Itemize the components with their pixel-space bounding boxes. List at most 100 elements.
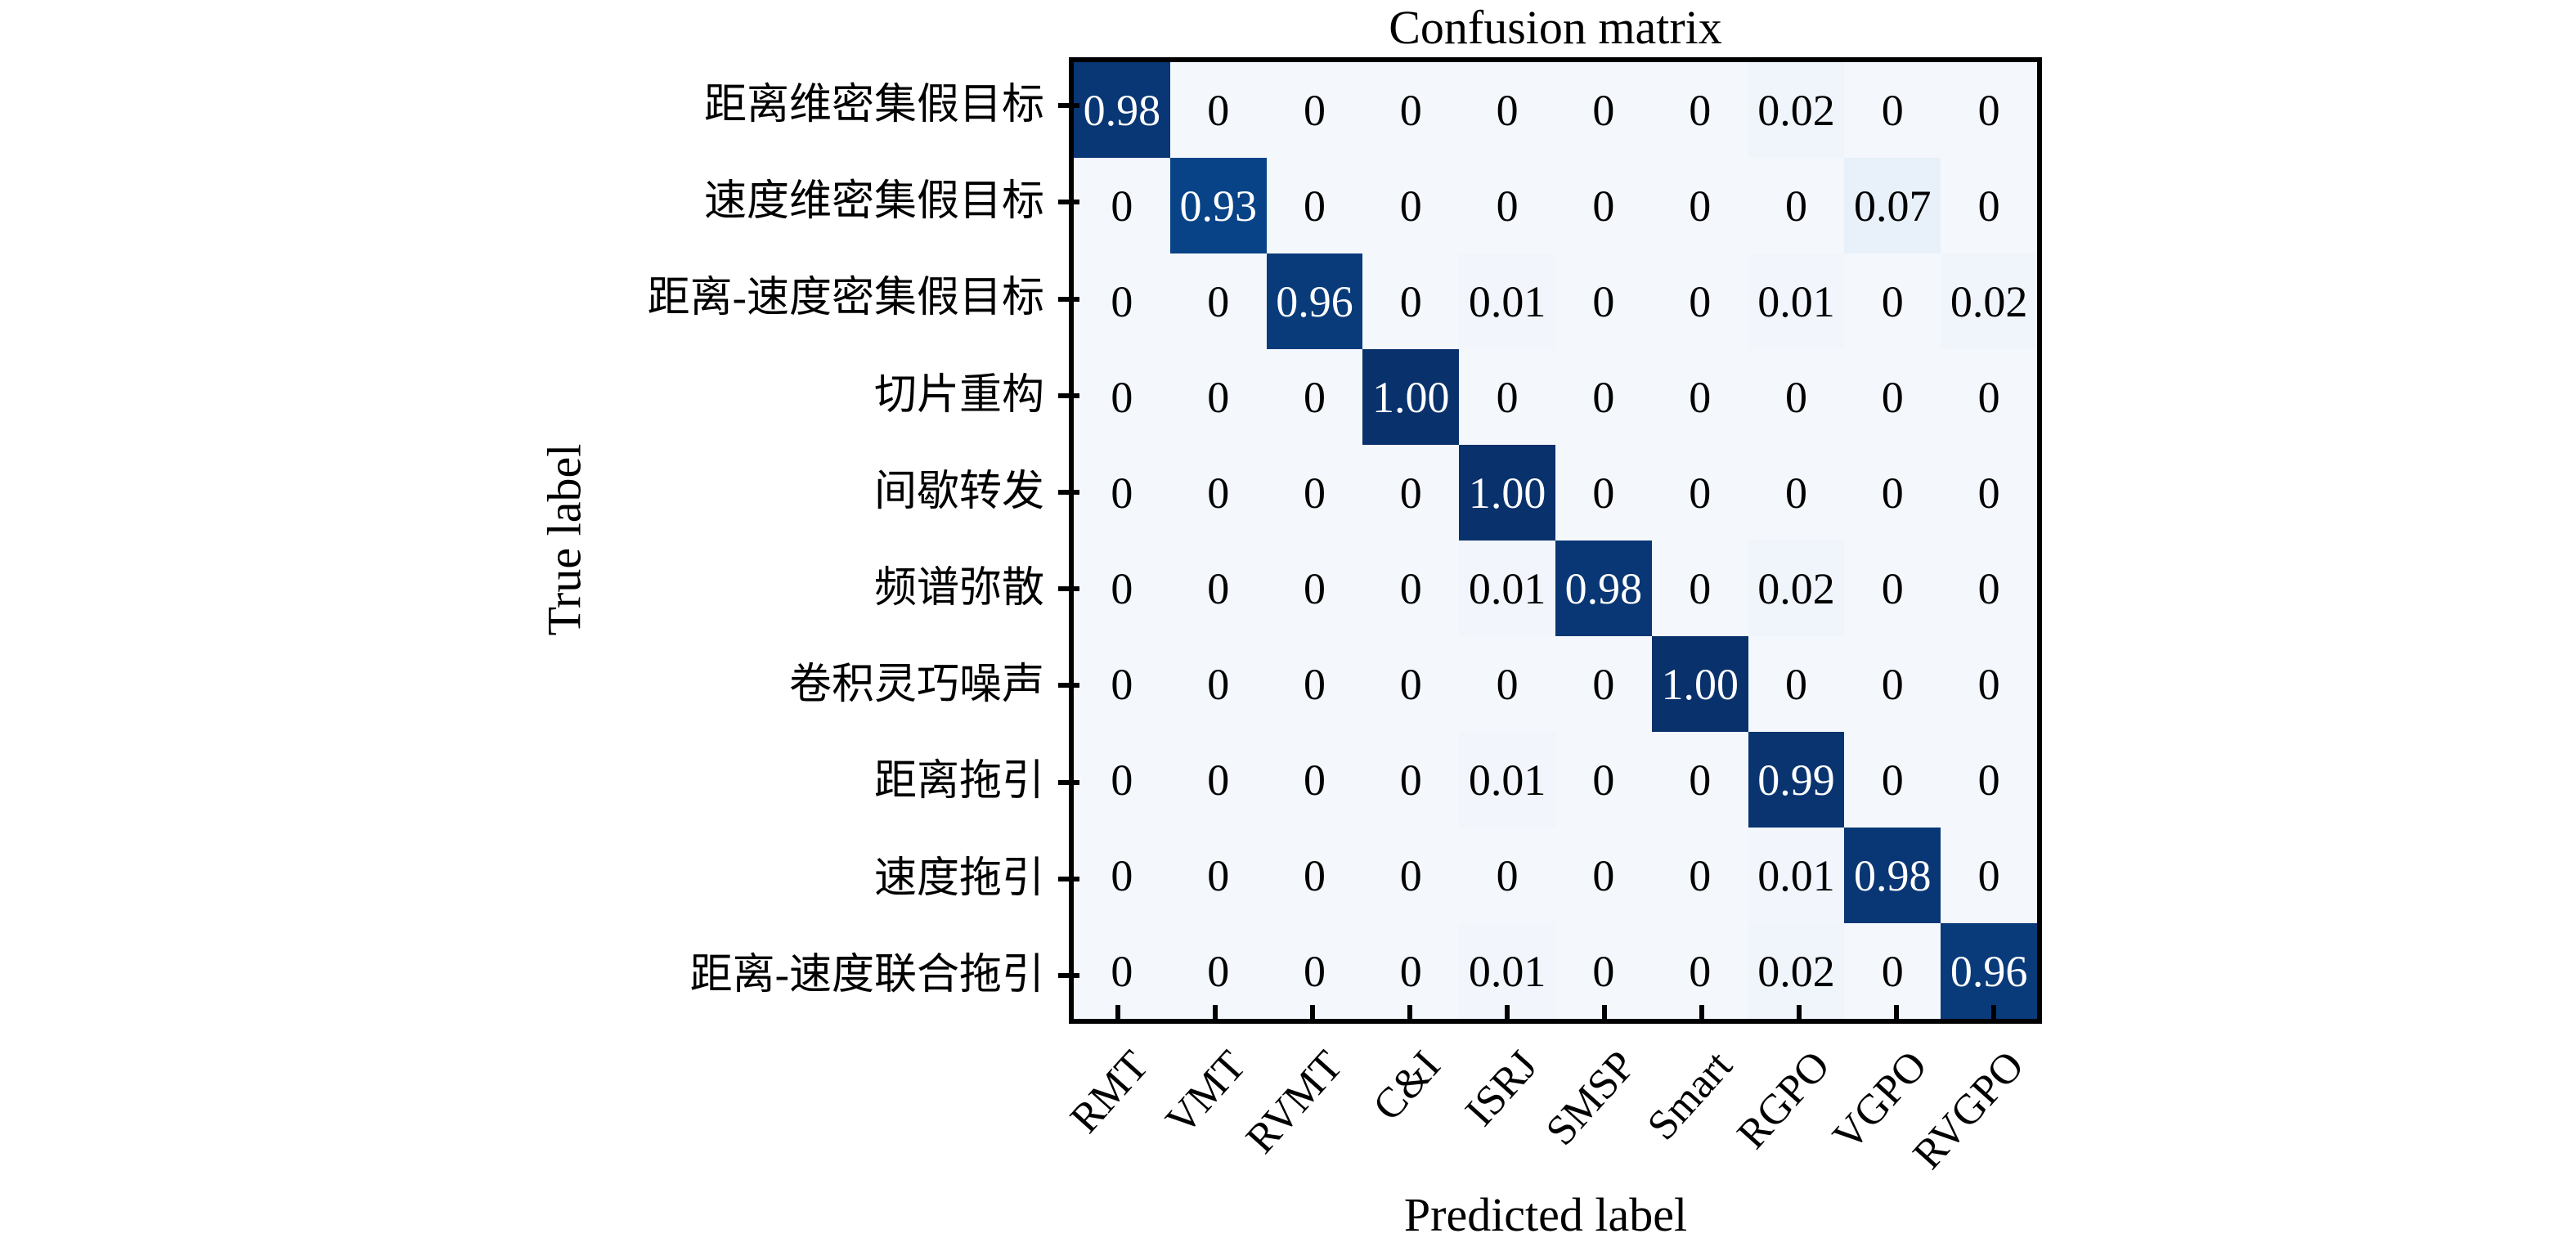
- matrix-cell: 0: [1844, 253, 1941, 349]
- matrix-cell: 0: [1362, 923, 1460, 1019]
- x-axis-tick: [1407, 1005, 1412, 1019]
- chart-title: Confusion matrix: [1389, 1, 1722, 54]
- matrix-cell: 0.01: [1459, 732, 1555, 828]
- matrix-cell: 0: [1555, 636, 1652, 732]
- matrix-cell: 0: [1074, 253, 1170, 349]
- y-axis-tick: [1058, 296, 1079, 302]
- matrix-cell: 0: [1651, 158, 1748, 253]
- matrix-cell: 0: [1651, 923, 1748, 1019]
- x-tick-label: RGPO: [1728, 1042, 1839, 1158]
- matrix-cell: 0: [1169, 636, 1267, 732]
- matrix-cell: 0: [1266, 62, 1363, 158]
- y-tick-label: 距离维密集假目标: [703, 82, 1044, 128]
- x-axis-tick: [1796, 1005, 1802, 1019]
- matrix-cell: 0: [1844, 923, 1941, 1019]
- matrix-cell: 0.07: [1844, 158, 1941, 253]
- matrix-cell: 0.02: [1941, 253, 2037, 349]
- x-tick-label: C&I: [1364, 1042, 1450, 1130]
- y-axis-tick: [1058, 972, 1079, 978]
- matrix-cell: 0: [1941, 541, 2037, 636]
- y-axis-tick: [1058, 103, 1079, 109]
- matrix-cell: 0: [1459, 349, 1555, 445]
- matrix-cell: 0: [1555, 62, 1652, 158]
- matrix-cell: 0.01: [1748, 253, 1845, 349]
- y-tick-label: 频谱弥散: [873, 565, 1044, 612]
- matrix-cell: 0: [1459, 636, 1555, 732]
- matrix-cell: 0: [1651, 445, 1748, 541]
- x-axis-tick: [1115, 1005, 1120, 1019]
- matrix-cell: 0: [1074, 541, 1170, 636]
- matrix-cell: 0.02: [1748, 923, 1845, 1019]
- matrix-cell: 0: [1074, 158, 1170, 253]
- matrix-cell: 0: [1074, 732, 1170, 828]
- x-tick-label: SMSP: [1537, 1042, 1645, 1155]
- y-tick-label: 卷积灵巧噪声: [788, 662, 1044, 709]
- matrix-cell: 0.96: [1941, 923, 2037, 1019]
- matrix-cell: 0.01: [1459, 923, 1555, 1019]
- matrix-cell: 0: [1555, 732, 1652, 828]
- x-axis-tick: [1601, 1005, 1607, 1019]
- matrix-cell: 1.00: [1362, 349, 1460, 445]
- heatmap-grid: 0.98 0 0 0 0 0 0 0.02 0 0 0 0.93 0 0 0 0 0 0 0.07 0 0 0 0.96 0 0…: [1069, 57, 2042, 1024]
- matrix-cell: 0: [1748, 445, 1845, 541]
- y-axis-tick: [1058, 200, 1079, 205]
- matrix-cell: 0: [1362, 732, 1460, 828]
- x-tick-label: Smart: [1639, 1042, 1742, 1150]
- matrix-cell: 0: [1074, 828, 1170, 923]
- matrix-cell: 0: [1362, 541, 1460, 636]
- matrix-cell: 0: [1169, 253, 1267, 349]
- x-axis-tick: [1504, 1005, 1510, 1019]
- matrix-cell: 0: [1941, 62, 2037, 158]
- matrix-cell: 0: [1266, 158, 1363, 253]
- matrix-cell: 0: [1555, 253, 1652, 349]
- x-tick-label: RMT: [1061, 1042, 1158, 1142]
- matrix-cell: 0.01: [1748, 828, 1845, 923]
- matrix-cell: 0: [1844, 349, 1941, 445]
- x-axis-tick: [1212, 1005, 1218, 1019]
- matrix-cell: 0: [1266, 541, 1363, 636]
- matrix-cell: 0: [1074, 445, 1170, 541]
- y-tick-label: 速度维密集假目标: [703, 178, 1044, 226]
- matrix-cell: 0: [1941, 636, 2037, 732]
- matrix-cell: 0: [1266, 828, 1363, 923]
- matrix-cell: 0.02: [1748, 541, 1845, 636]
- matrix-cell: 0: [1266, 349, 1363, 445]
- matrix-cell: 0: [1651, 62, 1748, 158]
- matrix-cell: 1.00: [1459, 445, 1555, 541]
- matrix-cell: 0.98: [1074, 62, 1170, 158]
- matrix-cell: 0: [1074, 923, 1170, 1019]
- matrix-cell: 0: [1651, 828, 1748, 923]
- matrix-cell: 0: [1941, 732, 2037, 828]
- matrix-cell: 0: [1362, 253, 1460, 349]
- matrix-cell: 0: [1169, 732, 1267, 828]
- matrix-cell: 0: [1266, 923, 1363, 1019]
- y-tick-label: 速度拖引: [873, 855, 1044, 902]
- y-axis-tick: [1058, 779, 1079, 785]
- matrix-cell: 0: [1266, 445, 1363, 541]
- matrix-cell: 0: [1362, 828, 1460, 923]
- matrix-cell: 0: [1651, 253, 1748, 349]
- matrix-cell: 0.01: [1459, 253, 1555, 349]
- matrix-cell: 0.01: [1459, 541, 1555, 636]
- matrix-cell: 0: [1169, 828, 1267, 923]
- x-tick-label: ISRJ: [1456, 1042, 1547, 1135]
- matrix-cell: 0: [1362, 158, 1460, 253]
- y-axis-tick: [1058, 876, 1079, 881]
- matrix-cell: 0: [1459, 828, 1555, 923]
- matrix-cell: 0: [1844, 62, 1941, 158]
- matrix-cell: 0: [1651, 732, 1748, 828]
- y-tick-label: 距离拖引: [873, 758, 1044, 805]
- matrix-cell: 0: [1844, 732, 1941, 828]
- matrix-cell: 0: [1169, 541, 1267, 636]
- x-axis-tick: [1990, 1005, 1996, 1019]
- matrix-cell: 0: [1074, 636, 1170, 732]
- y-axis-tick: [1058, 683, 1079, 689]
- matrix-cell: 0: [1941, 158, 2037, 253]
- x-axis-tick: [1893, 1005, 1899, 1019]
- x-axis-tick: [1309, 1005, 1315, 1019]
- matrix-cell: 0: [1844, 636, 1941, 732]
- matrix-cell: 0: [1459, 62, 1555, 158]
- x-tick-label: RVMT: [1237, 1042, 1353, 1163]
- matrix-cell: 0: [1651, 349, 1748, 445]
- matrix-cell: 0: [1169, 62, 1267, 158]
